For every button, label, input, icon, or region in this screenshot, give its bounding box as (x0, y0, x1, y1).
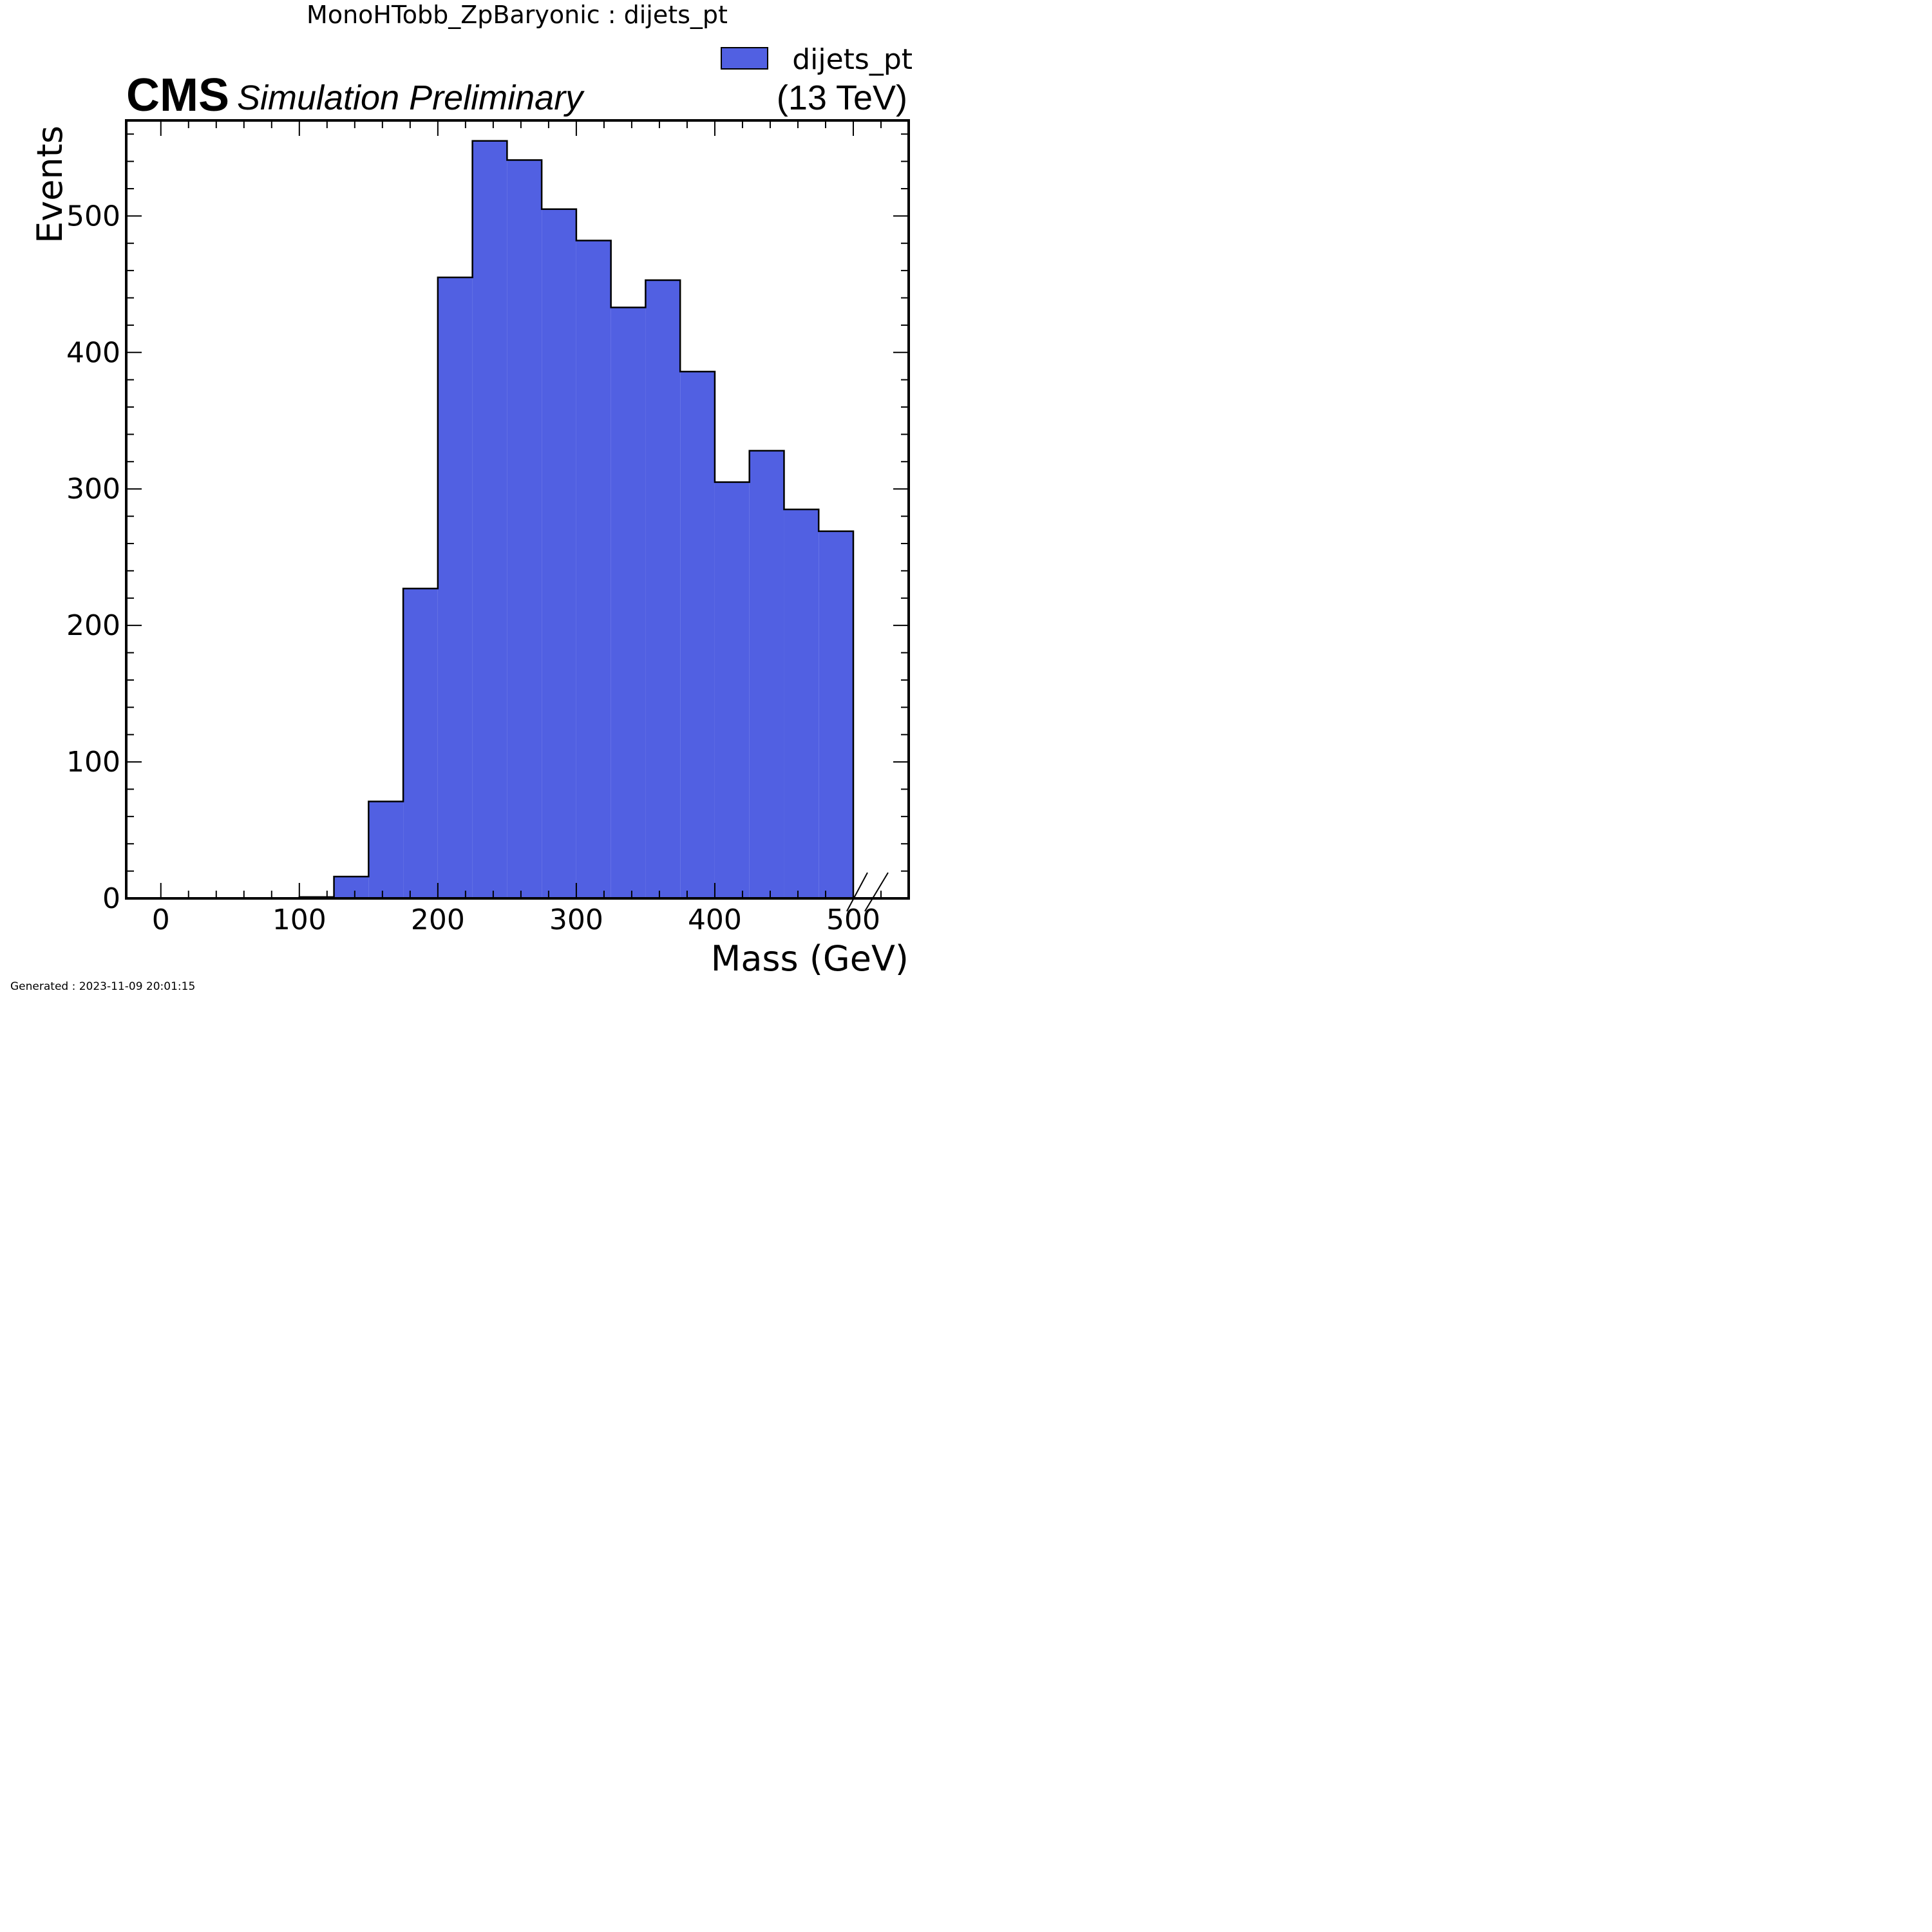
histogram-bar (437, 277, 473, 898)
legend-label: dijets_pt (792, 43, 913, 76)
legend-swatch (721, 47, 768, 70)
x-tick-label: 100 (272, 904, 327, 936)
y-tick-labels: 0 100 200 300 400 500 (66, 200, 120, 915)
x-tick-label: 200 (411, 904, 465, 936)
y-tick-label: 500 (66, 200, 120, 232)
y-tick-label: 300 (66, 473, 120, 506)
histogram-bars (299, 140, 853, 899)
y-tick-label: 0 (102, 882, 120, 915)
y-tick-label: 200 (66, 609, 120, 642)
overflow-slash (864, 872, 889, 912)
histogram-bar (576, 240, 611, 898)
generated-footer: Generated : 2023-11-09 20:01:15 (10, 980, 195, 993)
histogram-bar (472, 140, 507, 899)
cms-sublabel: Simulation Preliminary (237, 79, 585, 117)
histogram-bar (714, 482, 750, 898)
histogram-bar (819, 531, 853, 898)
y-axis-label: Events (30, 126, 70, 243)
histogram-outline (160, 140, 855, 900)
histogram-bar (645, 279, 681, 898)
histogram-bar (680, 371, 715, 898)
x-tick-label: 300 (549, 904, 603, 936)
y-tick-label: 100 (66, 746, 120, 779)
histogram-bar (368, 801, 404, 898)
histogram-chart: MonoHTobb_ZpBaryonic : dijets_pt CMS Sim… (10, 1, 913, 993)
histogram-bar (542, 209, 576, 898)
histogram-bar (749, 450, 784, 898)
histogram-bar (784, 509, 819, 898)
plot-frame (125, 119, 910, 900)
x-tick-label: 500 (826, 904, 880, 936)
x-tick-labels: 0 100 200 300 400 500 (152, 904, 880, 936)
histogram-bar (334, 876, 369, 898)
plot-title: MonoHTobb_ZpBaryonic : dijets_pt (307, 1, 728, 29)
y-tick-label: 400 (66, 336, 120, 369)
x-axis-label: Mass (GeV) (711, 938, 909, 979)
energy-label: (13 TeV) (777, 79, 907, 117)
cms-label: CMS (126, 70, 229, 121)
histogram-bar (403, 588, 438, 898)
x-tick-label: 0 (152, 904, 170, 936)
x-tick-label: 400 (688, 904, 742, 936)
overflow-marker (846, 872, 889, 912)
histogram-bar (507, 160, 542, 898)
legend: dijets_pt (721, 43, 913, 76)
overflow-slash (846, 872, 868, 912)
histogram-bar (611, 307, 646, 898)
